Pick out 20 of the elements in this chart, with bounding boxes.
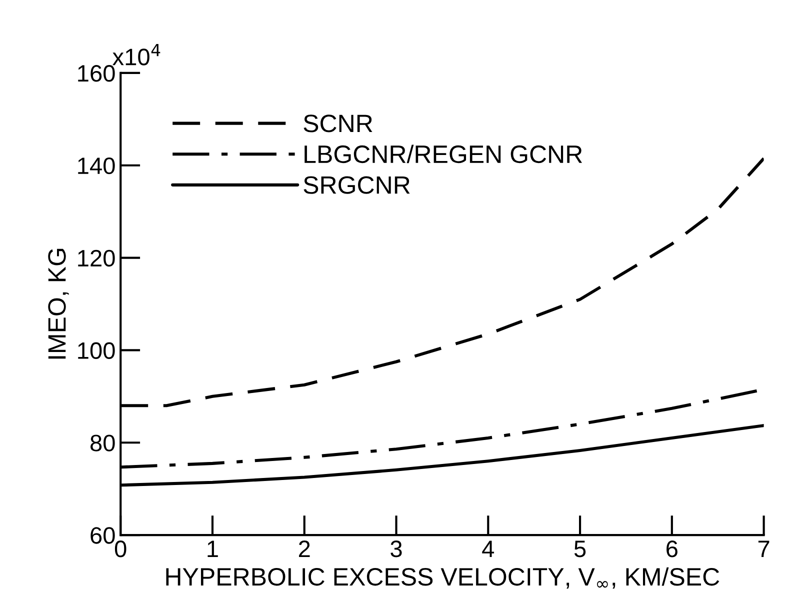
x-tick-label: 1 (208, 540, 218, 558)
x-tick-label: 3 (390, 540, 402, 558)
y-tick-label: 80 (90, 434, 115, 452)
y-tick-label: 100 (78, 342, 115, 359)
y-tick-label: 140 (78, 157, 115, 174)
legend-label: LBGCNR/REGEN GCNR (304, 144, 582, 164)
x-tick-label: 2 (298, 540, 310, 558)
x-tick-label: 5 (574, 540, 586, 558)
legend-label: SRGCNR (304, 176, 410, 194)
x-tick-label: 4 (482, 540, 494, 558)
x-tick-label: 7 (758, 540, 770, 558)
y-tick-label: 60 (90, 527, 115, 544)
text: x10$^{4}$ (112, 44, 160, 66)
y-tick-label: 160 (78, 65, 115, 82)
x-tick-label: 0 (114, 540, 126, 558)
y-axis-title: IMEO, KG (48, 248, 69, 359)
x-axis-title: HYPERBOLIC EXCESS VELOCITY, V$_{∞}$, KM/SEC (166, 567, 720, 589)
y-tick-label: 120 (78, 250, 115, 267)
legend-label: SCNR (304, 114, 372, 132)
x-tick-label: 6 (666, 540, 678, 558)
